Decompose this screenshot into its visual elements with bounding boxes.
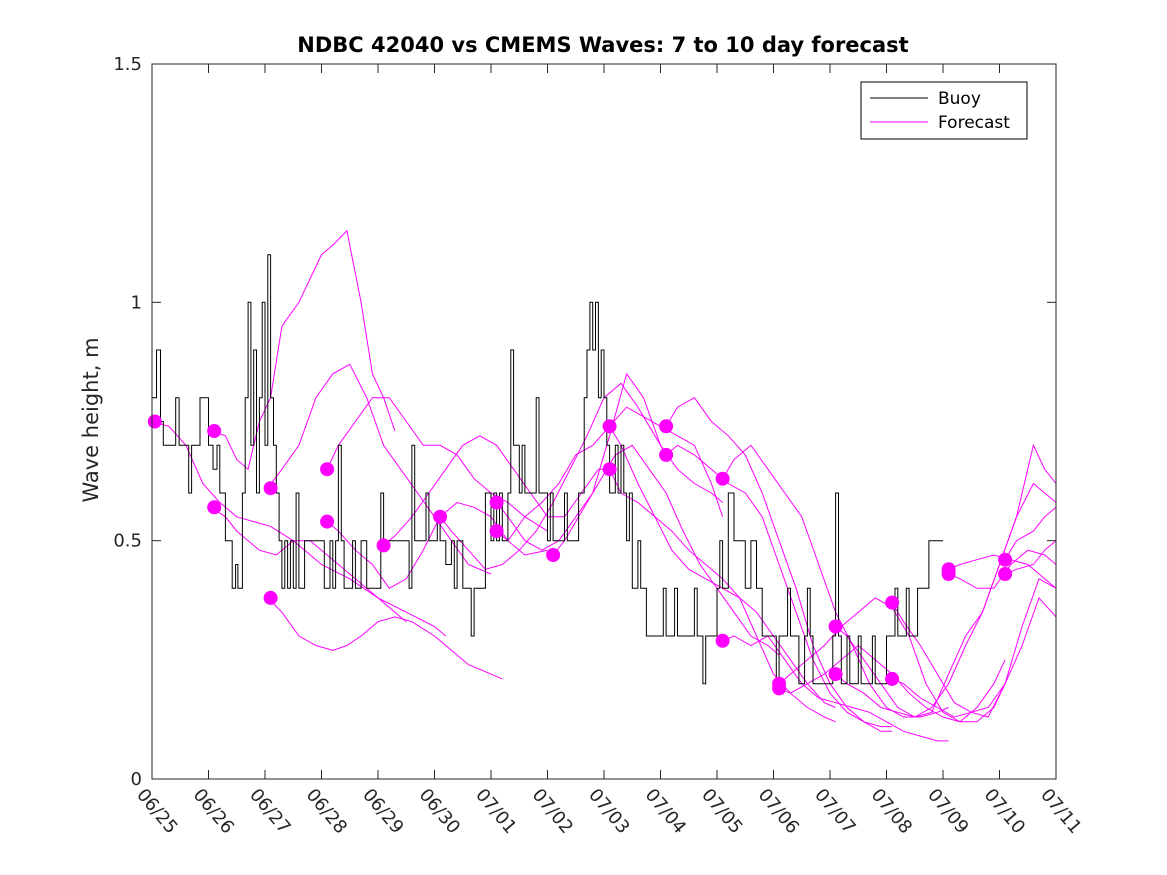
forecast-marker (941, 567, 956, 581)
forecast-line (326, 397, 548, 532)
axes (151, 63, 1057, 780)
forecast-line (665, 397, 893, 732)
buoy-series (152, 254, 943, 685)
forecast-line (665, 444, 893, 728)
y-tick-label: 0 (131, 769, 142, 790)
forecast-line (383, 435, 610, 546)
legend-buoy-label: Buoy (938, 89, 981, 109)
forecast-line (267, 597, 503, 680)
forecast-marker (828, 619, 843, 634)
forecast-line (722, 635, 949, 742)
forecast-marker (433, 509, 448, 524)
forecast-marker (263, 590, 278, 605)
y-tick-label: 1.5 (113, 54, 142, 75)
forecast-marker (489, 495, 504, 510)
forecast-marker (263, 481, 278, 496)
forecast-marker (376, 538, 391, 553)
plot-area (147, 229, 1056, 742)
forecast-line (891, 596, 1056, 718)
legend: Buoy Forecast (860, 81, 1028, 140)
forecast-line (267, 363, 492, 575)
forecast-marker (885, 595, 900, 610)
forecast-marker (659, 447, 674, 462)
forecast-marker (828, 667, 843, 682)
forecast-marker (602, 462, 617, 477)
forecast-marker (147, 414, 162, 429)
forecast-marker (772, 681, 787, 696)
y-tick-label: 1 (131, 292, 142, 313)
forecast-marker (207, 500, 222, 515)
forecast-line (835, 443, 1056, 718)
forecast-line (326, 501, 548, 589)
forecast-marker (998, 567, 1013, 581)
buoy-line (152, 254, 943, 685)
forecast-line (552, 444, 780, 656)
forecast-marker (659, 419, 674, 434)
forecast-line (1004, 540, 1056, 575)
forecast-marker (546, 548, 561, 562)
forecast-line (211, 506, 407, 623)
forecast-marker (320, 462, 335, 477)
forecast-marker (998, 552, 1013, 567)
legend-box (860, 81, 1028, 140)
y-axis-label: Wave height, m (79, 337, 103, 502)
forecast-marker (715, 633, 730, 648)
forecast-marker (207, 424, 222, 438)
forecast-marker (489, 524, 504, 539)
forecast-line (1004, 506, 1056, 560)
forecast-marker (602, 419, 617, 434)
y-tick-label: 0.5 (113, 531, 142, 552)
legend-forecast-label: Forecast (938, 113, 1010, 133)
forecast-marker (715, 471, 730, 486)
y-tick-labels: 0 0.5 1 1.5 (113, 54, 142, 790)
forecast-markers (147, 414, 1013, 696)
forecast-marker (320, 514, 335, 529)
forecast-marker (885, 671, 900, 686)
forecast-line (211, 229, 396, 471)
forecast-line (496, 372, 723, 551)
chart-title: NDBC 42040 vs CMEMS Waves: 7 to 10 day f… (297, 33, 908, 57)
forecast-line (835, 482, 1056, 718)
